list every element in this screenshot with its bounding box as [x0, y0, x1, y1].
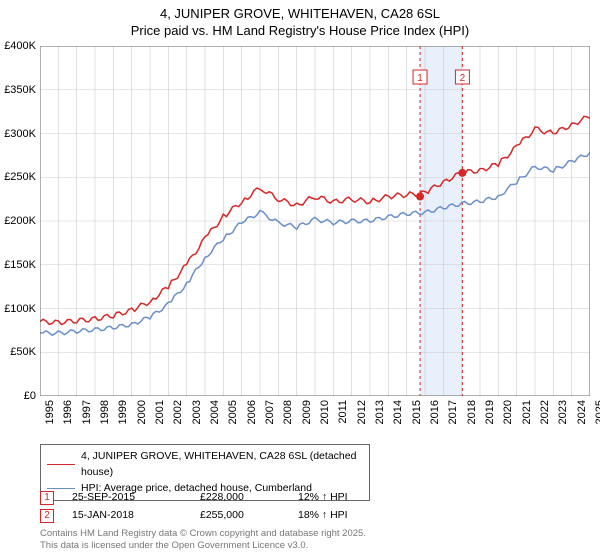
y-tick-label: £250K	[4, 171, 36, 183]
y-tick-label: £350K	[4, 84, 36, 96]
legend-row-price: 4, JUNIPER GROVE, WHITEHAVEN, CA28 6SL (…	[47, 449, 363, 481]
footer-line-1: Contains HM Land Registry data © Crown c…	[40, 528, 366, 540]
marker-row-2: 2 15-JAN-2018 £255,000 18% ↑ HPI	[40, 508, 388, 524]
footer-line-2: This data is licensed under the Open Gov…	[40, 540, 366, 552]
marker-row-1: 1 25-SEP-2015 £228,000 12% ↑ HPI	[40, 490, 388, 506]
x-tick-label: 1997	[81, 400, 93, 424]
x-tick-label: 2013	[374, 400, 386, 424]
x-tick-label: 1995	[44, 400, 56, 424]
y-tick-label: £150K	[4, 259, 36, 271]
x-tick-label: 2018	[466, 400, 478, 424]
y-tick-label: £100K	[4, 303, 36, 315]
chart-subtitle: Price paid vs. HM Land Registry's House …	[0, 23, 600, 40]
x-tick-label: 2007	[264, 400, 276, 424]
sale-markers: 1 25-SEP-2015 £228,000 12% ↑ HPI 2 15-JA…	[40, 490, 388, 526]
legend-swatch-hpi	[47, 488, 75, 489]
x-tick-label: 2014	[392, 400, 404, 424]
legend-swatch-price	[47, 464, 75, 465]
svg-text:2: 2	[460, 73, 466, 84]
marker-price-2: £255,000	[200, 508, 280, 524]
x-tick-label: 2020	[502, 400, 514, 424]
x-tick-label: 2016	[429, 400, 441, 424]
x-tick-label: 2010	[319, 400, 331, 424]
y-tick-label: £50K	[10, 346, 36, 358]
marker-price-1: £228,000	[200, 490, 280, 506]
x-tick-label: 1996	[62, 400, 74, 424]
y-axis-labels: £0£50K£100K£150K£200K£250K£300K£350K£400…	[0, 46, 38, 396]
x-axis-labels: 1995 1996 1997 1998 1999 2000 2001 2002 2003 2004…	[40, 398, 590, 448]
y-tick-label: £0	[24, 390, 36, 402]
x-tick-label: 1998	[99, 400, 111, 424]
chart-container: 4, JUNIPER GROVE, WHITEHAVEN, CA28 6SL P…	[0, 0, 600, 560]
x-tick-label: 2000	[136, 400, 148, 424]
marker-badge-2: 2	[40, 509, 54, 523]
x-tick-label: 2005	[227, 400, 239, 424]
x-tick-label: 2021	[521, 400, 533, 424]
marker-badge-1: 1	[40, 491, 54, 505]
x-tick-label: 1999	[117, 400, 129, 424]
x-tick-label: 2009	[301, 400, 313, 424]
x-tick-label: 2022	[539, 400, 551, 424]
y-tick-label: £200K	[4, 215, 36, 227]
chart-svg: 12	[40, 46, 590, 396]
chart-title: 4, JUNIPER GROVE, WHITEHAVEN, CA28 6SL	[0, 6, 600, 23]
svg-text:1: 1	[417, 73, 423, 84]
x-tick-label: 2017	[447, 400, 459, 424]
x-tick-label: 2002	[172, 400, 184, 424]
footer-attribution: Contains HM Land Registry data © Crown c…	[40, 528, 366, 552]
x-tick-label: 2015	[411, 400, 423, 424]
legend-label-price: 4, JUNIPER GROVE, WHITEHAVEN, CA28 6SL (…	[81, 449, 363, 481]
plot-area: 12	[40, 46, 590, 396]
x-tick-label: 2023	[557, 400, 569, 424]
x-tick-label: 2008	[282, 400, 294, 424]
x-tick-label: 2003	[191, 400, 203, 424]
x-tick-label: 2001	[154, 400, 166, 424]
x-tick-label: 2012	[356, 400, 368, 424]
x-tick-label: 2006	[246, 400, 258, 424]
x-tick-label: 2019	[484, 400, 496, 424]
marker-pct-2: 18% ↑ HPI	[298, 508, 388, 524]
x-tick-label: 2011	[337, 400, 349, 424]
y-tick-label: £300K	[4, 128, 36, 140]
marker-date-2: 15-JAN-2018	[72, 508, 182, 524]
marker-pct-1: 12% ↑ HPI	[298, 490, 388, 506]
x-tick-label: 2025	[594, 400, 600, 424]
marker-date-1: 25-SEP-2015	[72, 490, 182, 506]
y-tick-label: £400K	[4, 40, 36, 52]
x-tick-label: 2024	[576, 400, 588, 424]
title-block: 4, JUNIPER GROVE, WHITEHAVEN, CA28 6SL P…	[0, 0, 600, 40]
x-tick-label: 2004	[209, 400, 221, 424]
